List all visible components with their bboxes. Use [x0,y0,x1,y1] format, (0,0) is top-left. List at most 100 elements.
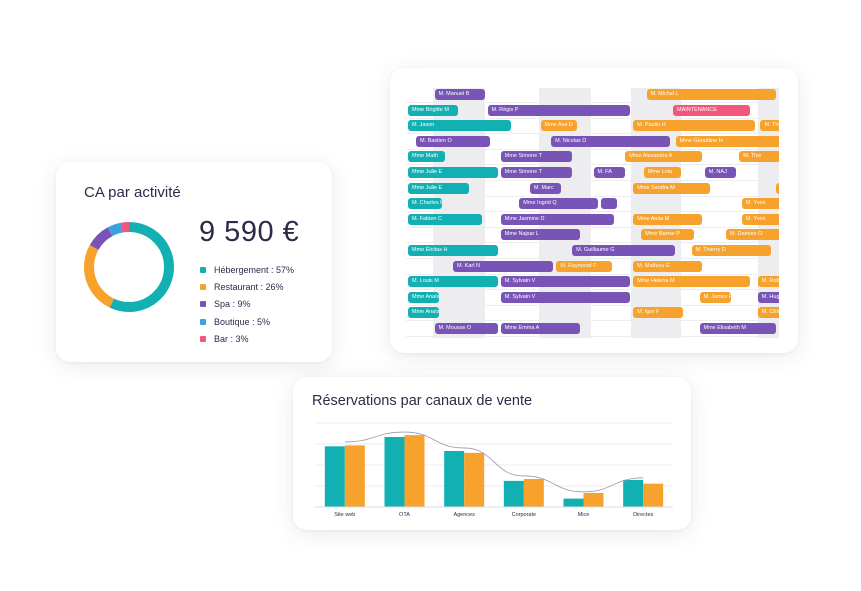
booking-bar[interactable]: M. Jason [408,120,511,132]
trend-line [344,431,644,493]
donut-slice-4 [84,222,174,312]
booking-bar[interactable]: M. Damien O [726,229,779,241]
booking-bar[interactable]: Mme Anaïs C [408,307,440,319]
planning-row-divider [406,289,779,291]
bar-mice-s0 [563,498,584,507]
booking-bar[interactable]: M. Robe [757,276,779,288]
booking-bar[interactable]: M. Sylvain V [500,276,631,288]
booking-bar[interactable]: M. Bastien O [415,135,490,147]
booking-bar[interactable]: M. Yves [741,198,779,210]
booking-bar[interactable]: M. Thie [739,151,779,163]
reservations-card: Réservations par canaux de vente Site we… [293,377,691,530]
booking-bar[interactable]: Mme Géraldine H [675,135,779,147]
booking-bar[interactable]: M. Thie [760,120,779,132]
bar-directes-s1 [643,483,664,507]
bar-ota-s0 [384,437,405,507]
x-tick-label: OTA [399,512,410,518]
booking-bar[interactable]: M. Marc [529,182,562,194]
x-tick-label: Directes [633,512,653,518]
ca-donut-chart [84,222,174,312]
booking-bar[interactable]: M. Nicolas D [551,135,670,147]
reservations-bar-chart: Site web OTA Agences Corporate Mice Directes [315,422,673,518]
legend-item: Restaurant : 26% [200,278,294,295]
booking-bar[interactable]: M [776,182,779,194]
legend-item: Boutique : 5% [200,313,294,330]
booking-bar[interactable]: M. Chri [757,307,779,319]
booking-bar[interactable]: Mme Ava D [540,120,578,132]
booking-bar[interactable]: M. Michel L [646,89,776,100]
bar-corporate-s0 [503,480,524,507]
booking-bar[interactable]: Mme Brigitte M [408,104,458,116]
booking-bar[interactable]: M. Thierry D [691,245,771,256]
legend-swatch [200,284,206,291]
booking-bar[interactable]: M. Yves [741,213,779,225]
planning-row-divider [406,117,779,119]
planning-row-divider [406,102,779,103]
booking-bar[interactable]: M. James F [699,291,731,303]
legend-swatch [200,336,206,343]
planning-row-divider [406,164,779,166]
booking-bar[interactable]: Mme Anaïs C [408,291,440,303]
booking-bar[interactable]: M. Mathieu E [633,260,702,272]
booking-bar[interactable]: M. Guillaume G [572,245,676,256]
booking-bar[interactable]: Mme Alexandra A [625,151,702,163]
bar-site-web-s1 [344,445,365,507]
booking-bar[interactable]: Mme Helena M [633,276,750,288]
booking-bar[interactable]: M. FA [593,167,625,178]
legend-label: Boutique : 5% [214,316,271,327]
booking-bar[interactable]: Mme Elisabeth M [699,323,776,334]
booking-bar[interactable]: M. Louis M [408,276,498,288]
bar-agences-s1 [464,452,485,507]
legend-label: Hébergement : 57% [214,264,295,275]
booking-bar[interactable]: Mme Anita M [633,213,702,225]
x-tick-label: Agences [453,512,475,518]
ca-card-title: CA par activité [84,184,181,201]
ca-legend: Hébergement : 57% Restaurant : 26% Spa : 9… [200,261,294,348]
booking-bar[interactable]: Mme Math [408,151,445,163]
booking-bar[interactable]: M. Mousse O [434,323,498,334]
legend-swatch [200,266,206,273]
bar-agences-s0 [444,451,465,507]
booking-bar[interactable]: M. Charles K [408,198,443,210]
planning-row-divider [406,336,779,337]
booking-bar[interactable]: M. Hugu [757,291,779,303]
booking-bar[interactable]: Mme Élcitas H [408,245,498,256]
booking-bar[interactable]: Mme Simone T [500,167,572,178]
booking-bar[interactable]: Mme Sandra M [633,182,710,194]
booking-bar[interactable]: MAINTENANCE [673,104,750,116]
booking-bar[interactable]: Mme Najsar L [500,229,580,241]
bar-directes-s0 [623,479,644,507]
bar-mice-s1 [583,493,604,507]
booking-bar[interactable]: M. Raymond F [556,260,612,272]
booking-bar[interactable]: Mme Julie E [408,182,469,194]
booking-bar[interactable]: M. Régis P [487,104,631,116]
legend-swatch [200,301,206,308]
booking-bar[interactable]: Mme Ingrid Q [519,198,599,210]
legend-label: Restaurant : 26% [214,282,284,293]
booking-bar[interactable]: Mme Jasmine D [500,213,615,225]
planning-row-divider [406,133,779,135]
booking-bar[interactable]: M. Igor F [633,307,684,319]
legend-item: Bar : 3% [200,331,294,348]
planning-row-divider [406,226,779,228]
bar-ota-s1 [404,435,425,507]
booking-bar[interactable]: Mme Barnie P [641,229,694,241]
booking-bar[interactable] [601,198,617,210]
x-tick-label: Corporate [512,512,536,518]
booking-bar[interactable]: M. Manuel B [434,89,485,100]
booking-bar[interactable]: M. Fabien C [408,213,482,225]
planning-card: M. Manuel B M. Michel L Mme Brigitte M M. R… [390,68,798,353]
reservations-title: Réservations par canaux de vente [312,393,533,409]
booking-bar[interactable]: Mme Emma A [500,323,580,334]
booking-bar[interactable]: M. Paulin H [633,120,755,132]
ca-total-amount: 9 590 € [199,216,300,248]
booking-bar[interactable]: M. Sylvain V [500,291,631,303]
booking-bar[interactable]: M. NAJ [704,167,737,178]
booking-bar[interactable]: Mme Lola [643,167,681,178]
booking-bar[interactable]: Mme Simone T [500,151,572,163]
booking-bar[interactable]: Mme Julie E [408,167,498,178]
bar-site-web-s0 [324,446,345,507]
ca-by-activity-card: CA par activité 9 590 € Hébergement : 57… [56,162,332,362]
legend-item: Spa : 9% [200,296,294,313]
booking-bar[interactable]: M. Karl N [453,260,554,272]
